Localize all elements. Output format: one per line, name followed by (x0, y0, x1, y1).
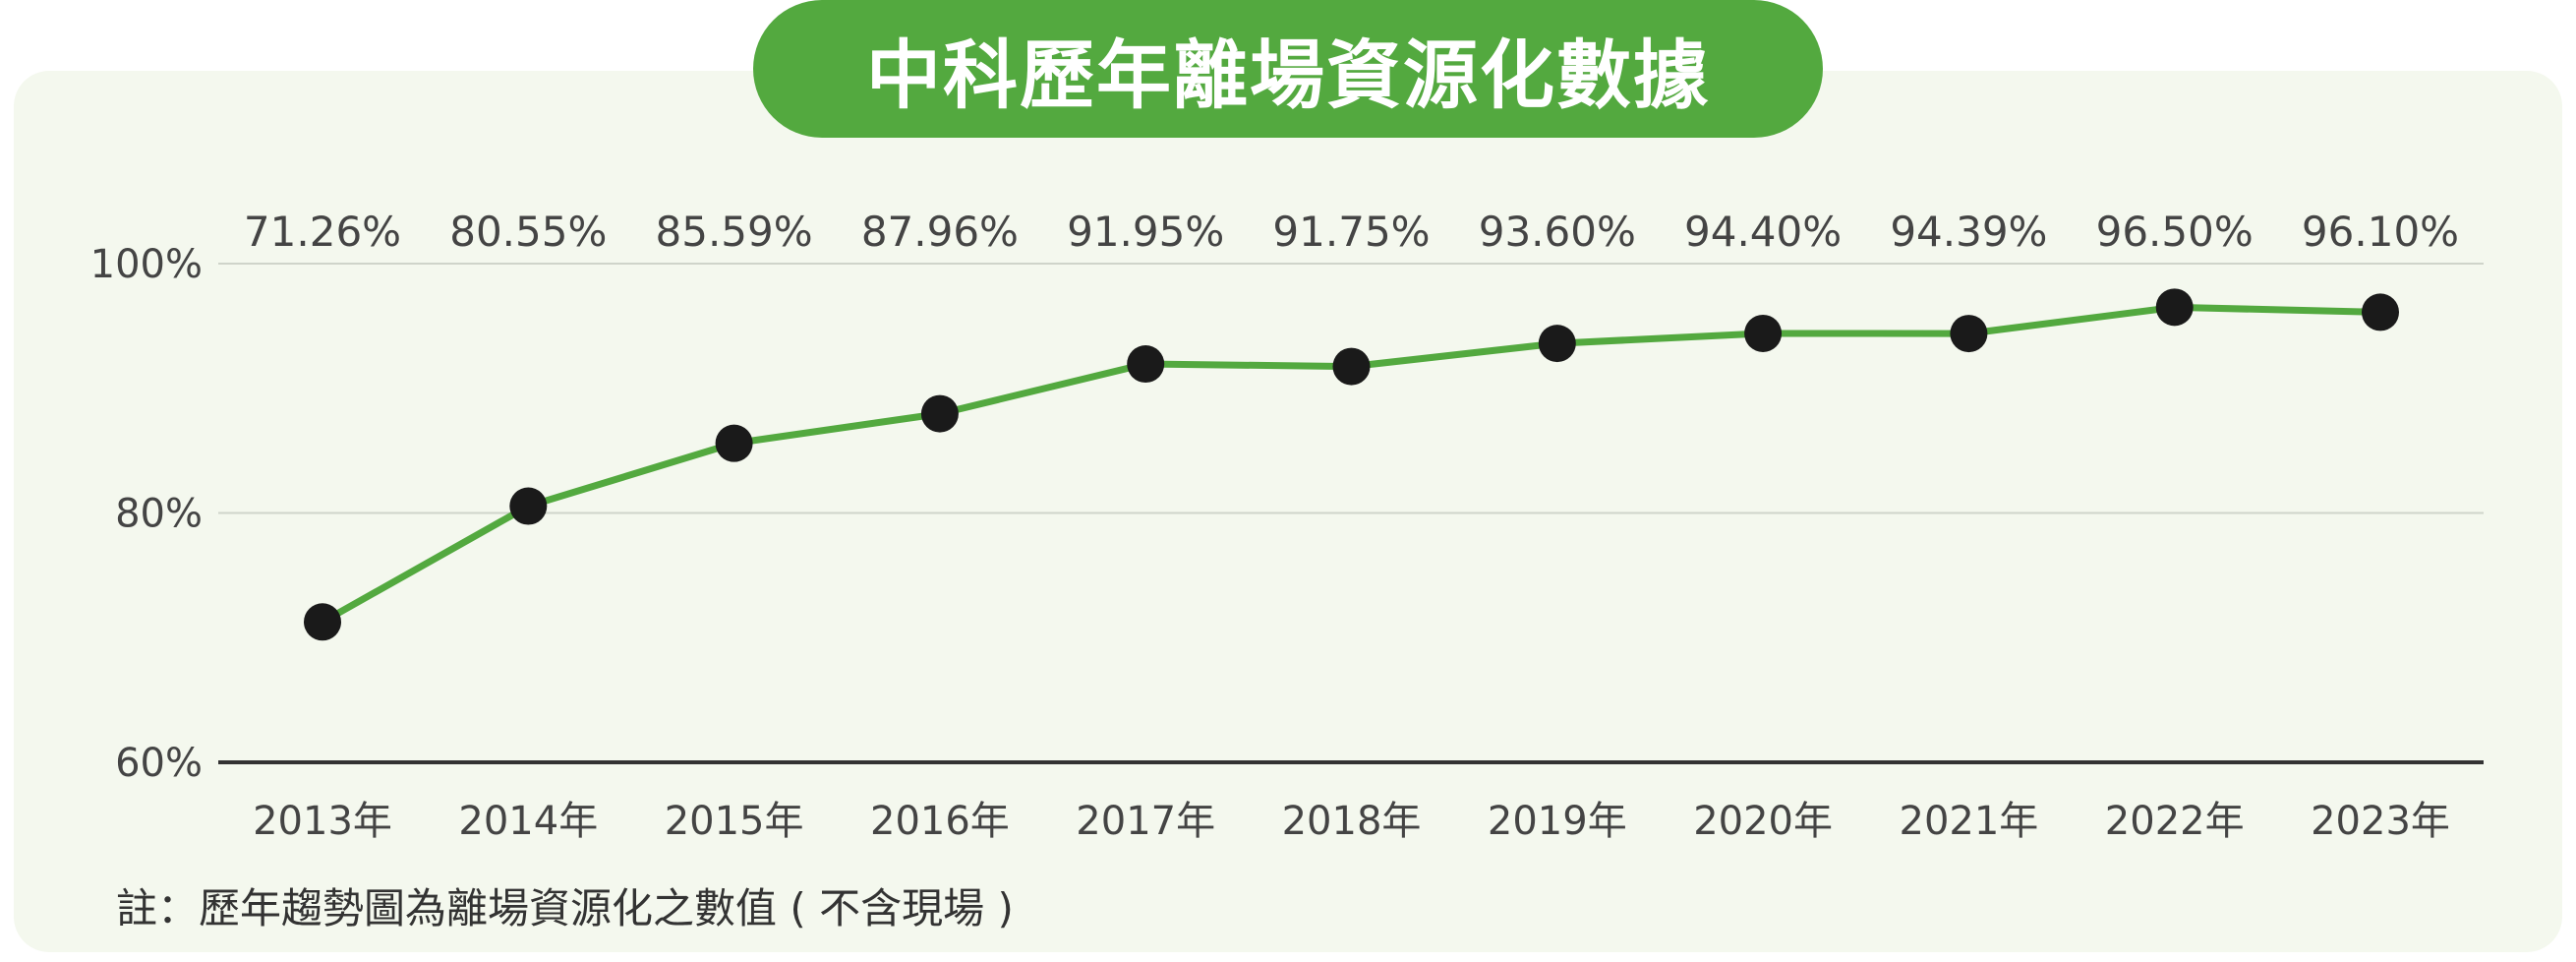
x-tick-label: 2022年 (2105, 799, 2245, 844)
y-tick-label: 80% (115, 492, 203, 537)
x-tick-label: 2019年 (1488, 799, 1627, 844)
chart-panel (14, 71, 2562, 952)
x-tick-label: 2014年 (458, 799, 598, 844)
data-point (1332, 347, 1371, 386)
y-tick-label: 60% (115, 741, 203, 786)
data-point (509, 487, 548, 525)
data-label: 94.40% (1684, 208, 1842, 256)
x-tick-label: 2021年 (1900, 799, 2039, 844)
data-point (2362, 293, 2399, 331)
x-tick-label: 2023年 (2311, 799, 2450, 844)
data-label: 87.96% (861, 208, 1019, 256)
data-points (304, 288, 2399, 641)
chart-title: 中科歷年離場資源化數據 (753, 0, 1823, 138)
data-label: 96.50% (2096, 208, 2254, 256)
chart-footnote: 註：歷年趨勢圖為離場資源化之數值 ( 不含現場 ) (116, 884, 1014, 932)
x-tick-label: 2018年 (1282, 799, 1422, 844)
data-point (2155, 288, 2194, 327)
y-axis-tick-labels: 60% 80% 100% (90, 242, 203, 786)
data-point (1127, 345, 1165, 384)
data-point (1950, 315, 1988, 353)
data-label: 85.59% (656, 208, 813, 256)
data-point (920, 394, 959, 433)
data-point (715, 424, 753, 462)
data-point (1744, 314, 1783, 352)
data-label: 91.95% (1067, 208, 1224, 256)
data-label: 96.10% (2302, 208, 2459, 256)
data-label: 94.39% (1890, 208, 2047, 256)
data-label: 91.75% (1272, 208, 1430, 256)
data-point (304, 603, 341, 641)
x-tick-label: 2015年 (665, 799, 804, 844)
x-tick-label: 2017年 (1076, 799, 1215, 844)
data-point (1538, 325, 1576, 363)
x-tick-label: 2013年 (253, 799, 392, 844)
y-tick-label: 100% (90, 242, 203, 287)
data-labels: 71.26% 80.55% 85.59% 87.96% 91.95% 91.75% 93.6… (244, 208, 2459, 256)
grid-lines (218, 263, 2484, 764)
x-tick-label: 2016年 (870, 799, 1010, 844)
data-label: 80.55% (449, 208, 607, 256)
x-axis-tick-labels: 2013年 2014年 2015年 2016年 2017年 2018年 2019年 2020年… (253, 799, 2450, 844)
x-tick-label: 2020年 (1693, 799, 1833, 844)
data-label: 71.26% (244, 208, 401, 256)
data-label: 93.60% (1479, 208, 1636, 256)
